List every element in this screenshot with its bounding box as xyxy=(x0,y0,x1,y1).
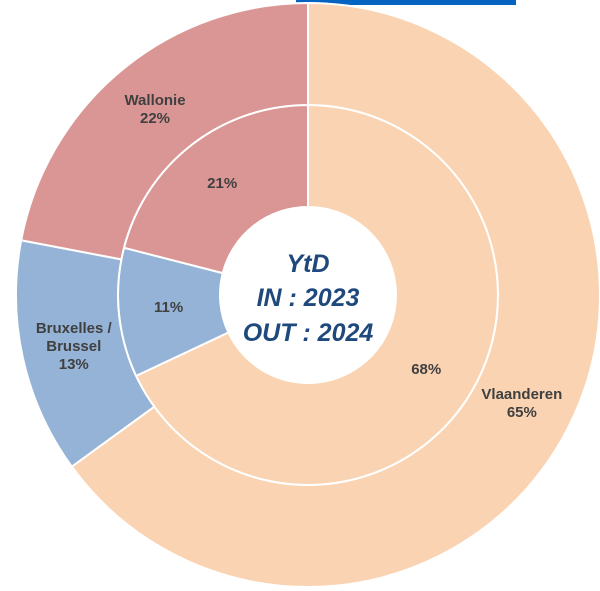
value-label: 22% xyxy=(140,110,171,128)
data-label: Vlaanderen 65% xyxy=(470,386,574,422)
chart-title: YtD xyxy=(286,250,330,278)
category-label: Bruxelles / Brussel xyxy=(35,320,112,356)
donut-hole xyxy=(220,207,396,383)
value-label: 13% xyxy=(58,356,89,374)
outer-series-name: OUT : 2024 xyxy=(242,319,374,347)
donut-segment xyxy=(70,1,600,588)
value-label: 65% xyxy=(506,403,537,421)
data-label: 11% xyxy=(117,299,221,317)
data-label: Bruxelles / Brussel 13% xyxy=(22,320,126,374)
category-label: Wallonie xyxy=(124,92,186,110)
cut-off-link xyxy=(296,0,516,5)
inner-series-name: IN : 2023 xyxy=(256,284,360,312)
data-label: Wallonie 22% xyxy=(103,92,207,128)
value-label: 68% xyxy=(411,361,442,379)
category-label: Vlaanderen xyxy=(481,385,563,403)
data-label: 68% xyxy=(374,361,478,379)
value-label: 21% xyxy=(207,175,238,193)
value-label: 11% xyxy=(154,299,184,317)
data-label: 21% xyxy=(170,175,274,193)
donut-segment xyxy=(20,1,309,261)
